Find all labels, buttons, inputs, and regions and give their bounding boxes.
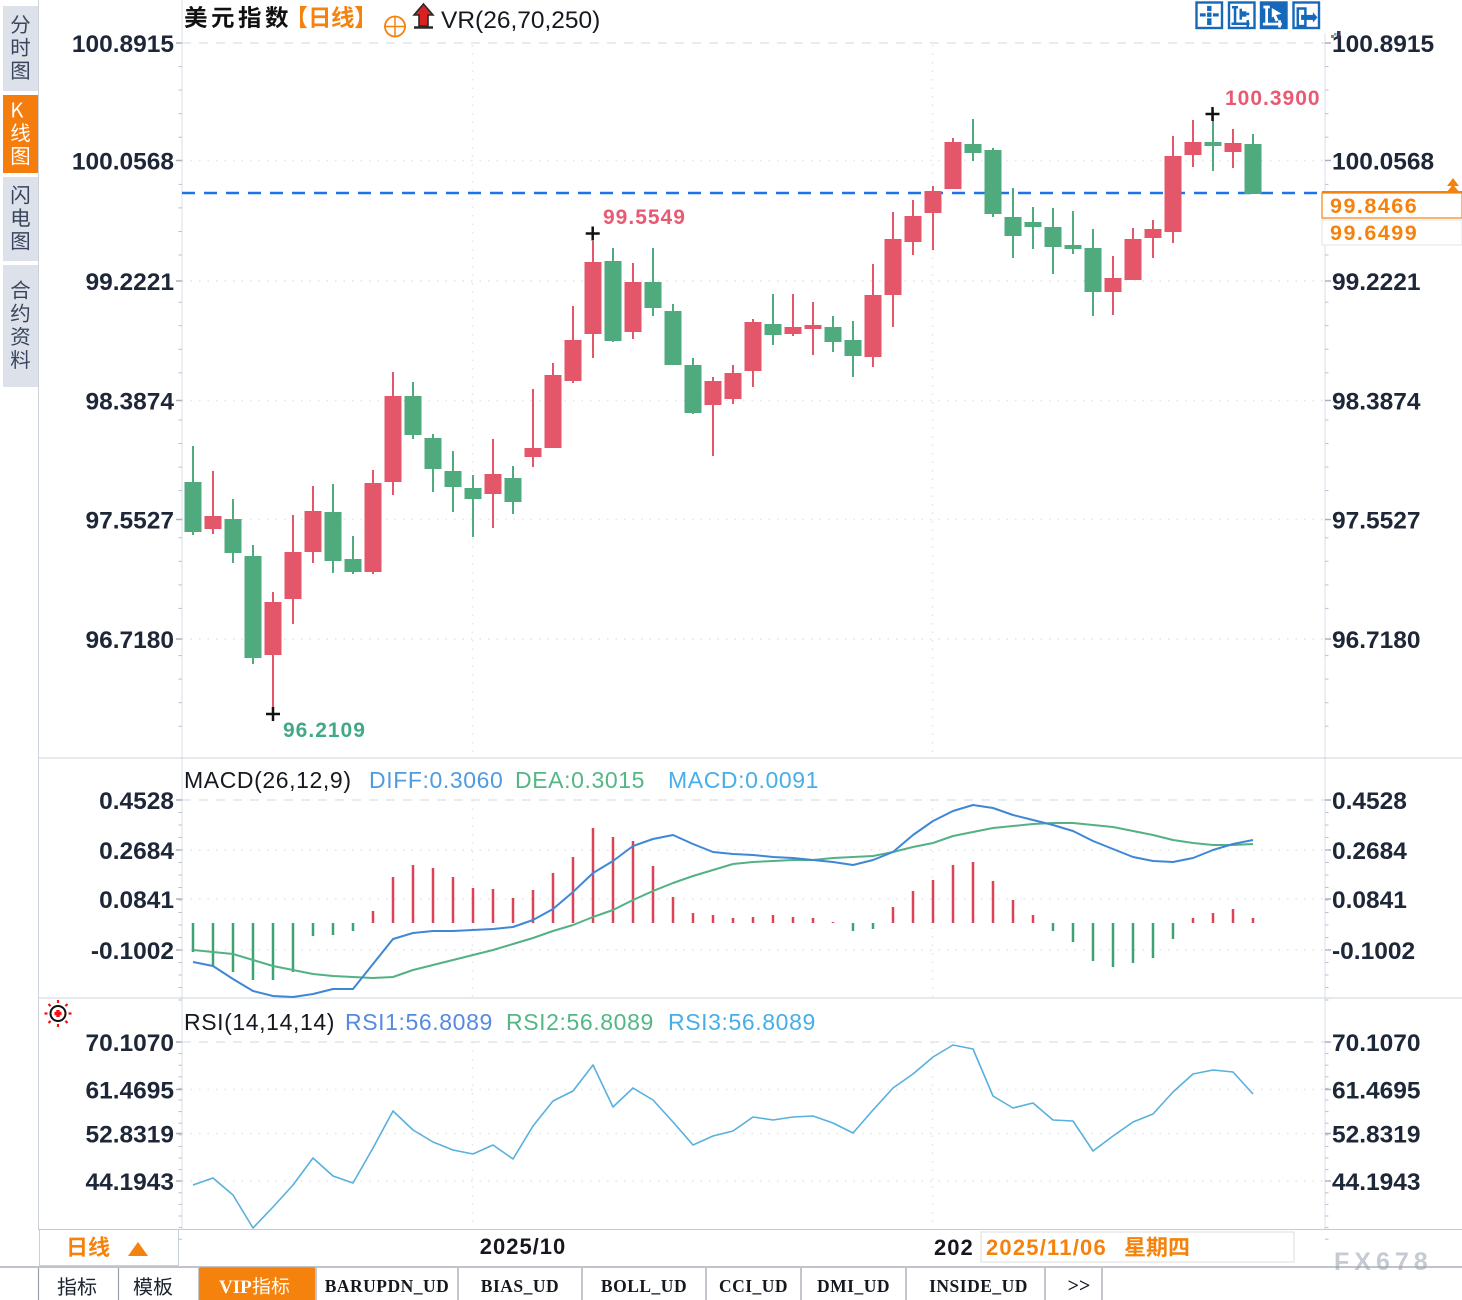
svg-text:FX678: FX678: [1334, 1248, 1433, 1276]
svg-text:0.0841: 0.0841: [1332, 887, 1407, 914]
svg-text:BOLL_UD: BOLL_UD: [601, 1276, 687, 1296]
svg-text:44.1943: 44.1943: [85, 1169, 174, 1196]
svg-text:RSI3:56.8089: RSI3:56.8089: [668, 1009, 816, 1035]
svg-text:100.8915: 100.8915: [1332, 31, 1434, 58]
svg-text:100.8915: 100.8915: [72, 31, 174, 58]
svg-text:202: 202: [934, 1235, 974, 1260]
svg-text:2025/10: 2025/10: [480, 1234, 567, 1259]
svg-text:70.1070: 70.1070: [85, 1030, 174, 1057]
svg-text:96.2109: 96.2109: [283, 719, 366, 742]
svg-text:0.2684: 0.2684: [1332, 838, 1407, 865]
svg-text:98.3874: 98.3874: [85, 389, 174, 416]
svg-text:CCI_UD: CCI_UD: [719, 1276, 788, 1296]
svg-text:RSI2:56.8089: RSI2:56.8089: [506, 1009, 654, 1035]
svg-text:99.2221: 99.2221: [85, 269, 174, 296]
svg-text:100.0568: 100.0568: [1332, 149, 1434, 176]
svg-text:61.4695: 61.4695: [1332, 1078, 1421, 1105]
svg-text:MACD(26,12,9): MACD(26,12,9): [184, 767, 352, 793]
svg-text:70.1070: 70.1070: [1332, 1030, 1421, 1057]
svg-text:97.5527: 97.5527: [85, 508, 174, 535]
svg-text:44.1943: 44.1943: [1332, 1169, 1421, 1196]
svg-text:DEA:0.3015: DEA:0.3015: [515, 767, 645, 793]
svg-text:BIAS_UD: BIAS_UD: [481, 1276, 559, 1296]
svg-text:BARUPDN_UD: BARUPDN_UD: [325, 1276, 450, 1296]
svg-text:RSI1:56.8089: RSI1:56.8089: [345, 1009, 493, 1035]
svg-text:99.5549: 99.5549: [603, 206, 686, 229]
svg-text:0.2684: 0.2684: [99, 838, 174, 865]
svg-text:DIFF:0.3060: DIFF:0.3060: [369, 767, 503, 793]
svg-text:61.4695: 61.4695: [85, 1078, 174, 1105]
svg-text:MACD:0.0091: MACD:0.0091: [668, 767, 819, 793]
svg-text:52.8319: 52.8319: [85, 1122, 174, 1149]
svg-text:0.4528: 0.4528: [99, 788, 174, 815]
svg-text:97.5527: 97.5527: [1332, 508, 1421, 535]
svg-text:-0.1002: -0.1002: [1332, 938, 1415, 965]
svg-text:VR(26,70,250): VR(26,70,250): [441, 7, 600, 34]
svg-text:0.4528: 0.4528: [1332, 788, 1407, 815]
svg-text:96.7180: 96.7180: [1332, 627, 1421, 654]
svg-text:100.3900: 100.3900: [1225, 87, 1321, 110]
svg-text:98.3874: 98.3874: [1332, 389, 1421, 416]
svg-text:52.8319: 52.8319: [1332, 1122, 1421, 1149]
svg-text:INSIDE_UD: INSIDE_UD: [929, 1276, 1028, 1296]
svg-text:VIP: VIP: [219, 1277, 252, 1298]
svg-text:2025/11/06: 2025/11/06: [986, 1235, 1107, 1260]
svg-text:-0.1002: -0.1002: [91, 938, 174, 965]
svg-text:0.0841: 0.0841: [99, 887, 174, 914]
svg-text:RSI(14,14,14): RSI(14,14,14): [184, 1009, 335, 1035]
svg-text:99.6499: 99.6499: [1330, 221, 1418, 245]
svg-text:99.8466: 99.8466: [1330, 194, 1418, 218]
svg-text:>>: >>: [1068, 1275, 1091, 1297]
svg-text:DMI_UD: DMI_UD: [817, 1276, 890, 1296]
svg-text:99.2221: 99.2221: [1332, 269, 1421, 296]
svg-text:96.7180: 96.7180: [85, 627, 174, 654]
svg-text:100.0568: 100.0568: [72, 149, 174, 176]
